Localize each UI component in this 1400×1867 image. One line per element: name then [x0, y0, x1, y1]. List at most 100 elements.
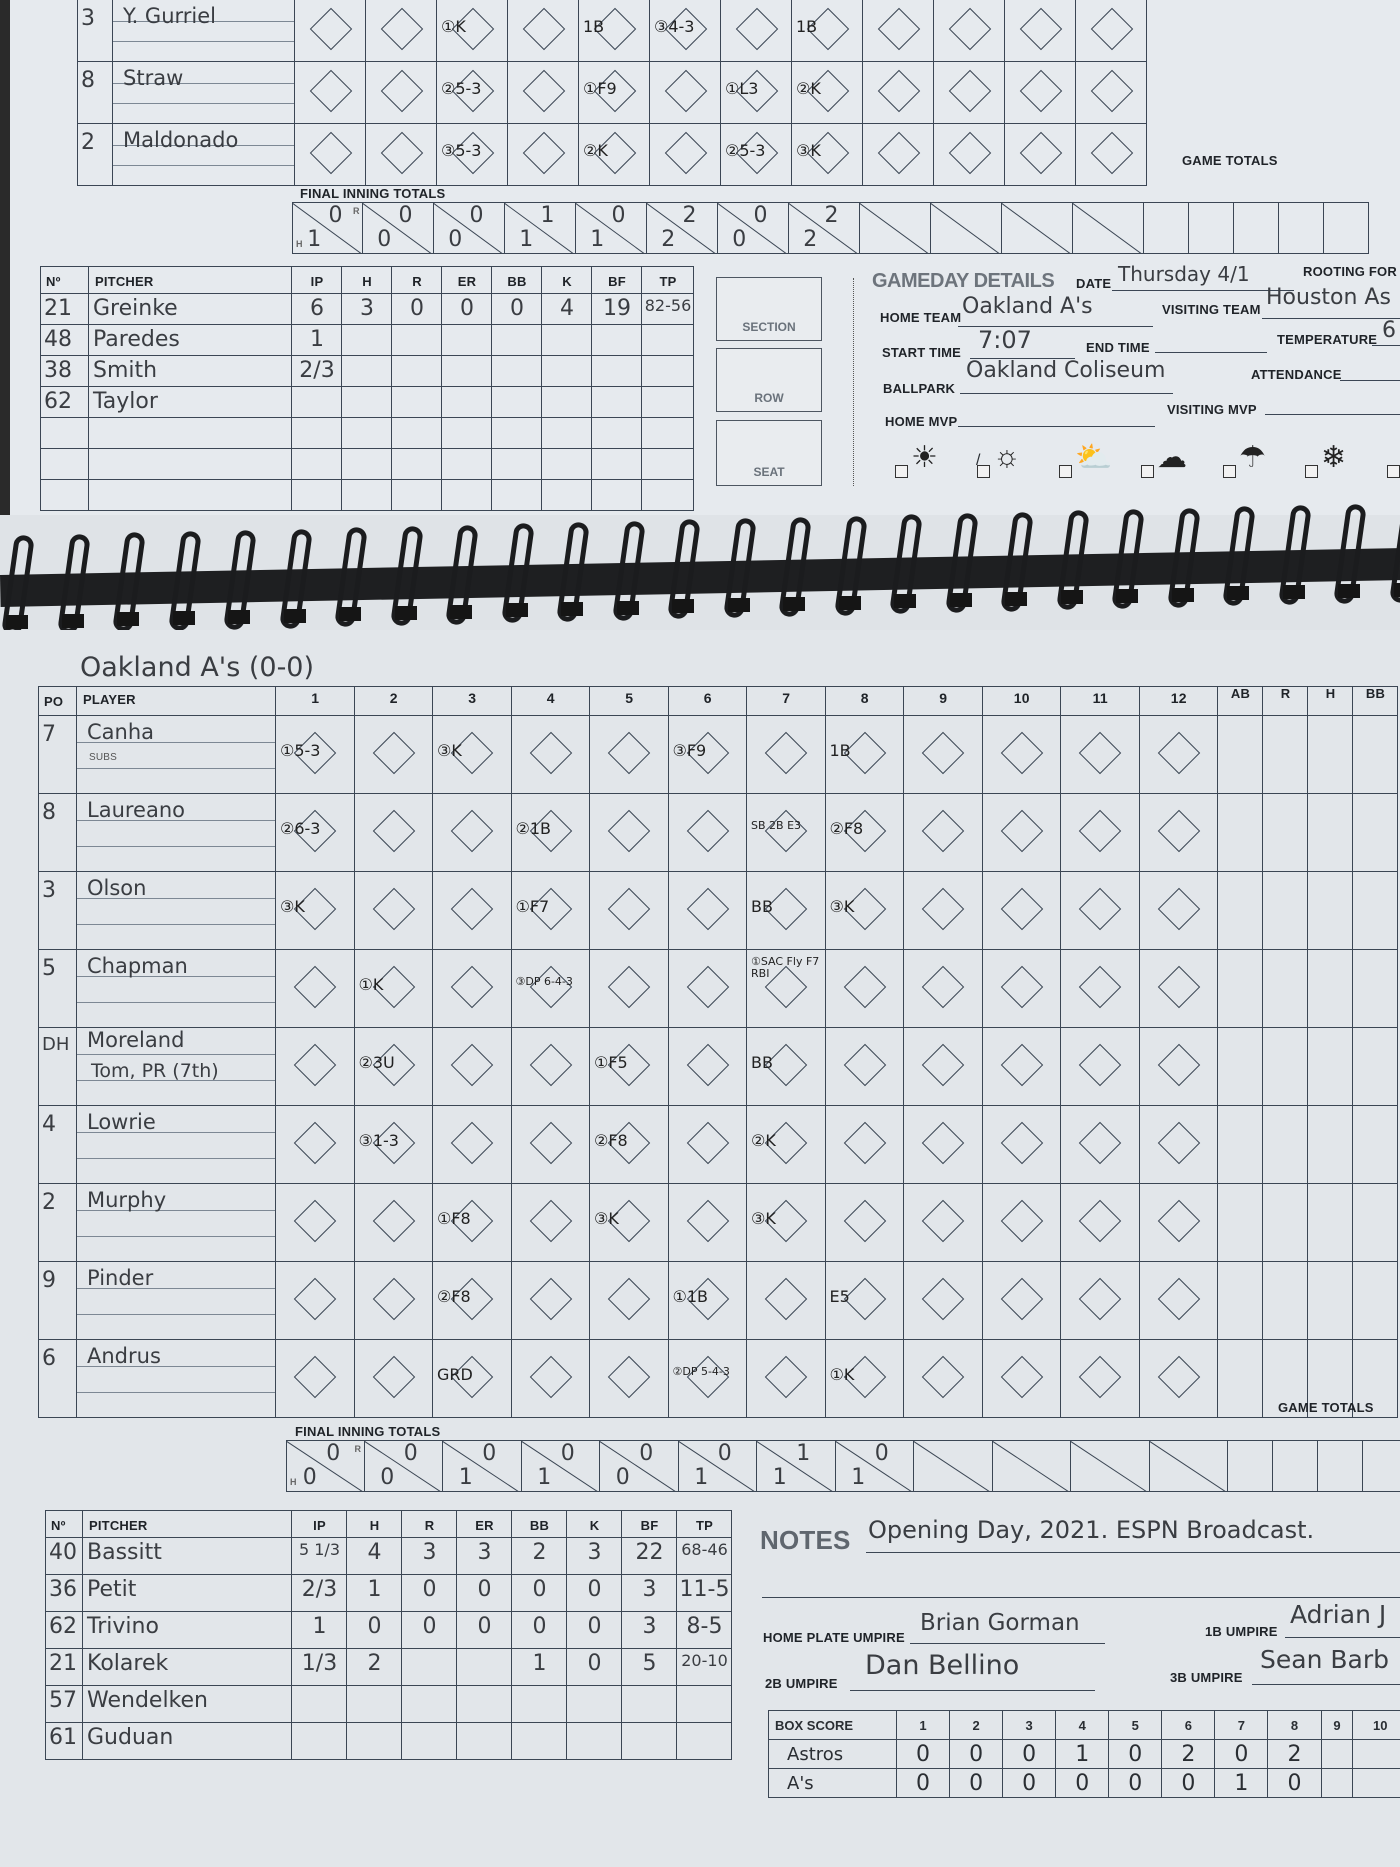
at-bat-cell[interactable] [354, 1184, 433, 1262]
at-bat-cell[interactable] [863, 62, 934, 124]
at-bat-cell[interactable] [1139, 872, 1218, 950]
at-bat-cell[interactable] [1061, 1106, 1140, 1184]
at-bat-cell[interactable]: ②F8 [590, 1106, 669, 1184]
at-bat-cell[interactable] [982, 716, 1061, 794]
at-bat-cell[interactable] [1005, 62, 1076, 124]
at-bat-cell[interactable]: ①K [354, 950, 433, 1028]
at-bat-cell[interactable] [1061, 872, 1140, 950]
at-bat-cell[interactable]: ②6-3 [276, 794, 355, 872]
at-bat-cell[interactable] [982, 1106, 1061, 1184]
at-bat-cell[interactable] [668, 1028, 747, 1106]
at-bat-cell[interactable]: ②5-3 [437, 62, 508, 124]
at-bat-cell[interactable] [863, 124, 934, 186]
at-bat-cell[interactable] [650, 62, 721, 124]
at-bat-cell[interactable]: ①SAC Fly F7 RBI [747, 950, 826, 1028]
at-bat-cell[interactable] [354, 1262, 433, 1340]
at-bat-cell[interactable] [747, 1340, 826, 1418]
at-bat-cell[interactable] [511, 1028, 590, 1106]
at-bat-cell[interactable] [1061, 716, 1140, 794]
at-bat-cell[interactable]: SB 2B E3 [747, 794, 826, 872]
at-bat-cell[interactable] [668, 950, 747, 1028]
at-bat-cell[interactable] [590, 716, 669, 794]
at-bat-cell[interactable]: ③K [792, 124, 863, 186]
at-bat-cell[interactable]: ②5-3 [721, 124, 792, 186]
at-bat-cell[interactable] [1139, 1106, 1218, 1184]
weather-checkbox[interactable] [1223, 465, 1236, 478]
at-bat-cell[interactable] [354, 1340, 433, 1418]
at-bat-cell[interactable]: BB [747, 872, 826, 950]
at-bat-cell[interactable] [354, 794, 433, 872]
at-bat-cell[interactable] [1139, 1184, 1218, 1262]
at-bat-cell[interactable] [982, 1262, 1061, 1340]
at-bat-cell[interactable]: GRD [433, 1340, 512, 1418]
at-bat-cell[interactable]: ①F5 [590, 1028, 669, 1106]
at-bat-cell[interactable] [1076, 62, 1147, 124]
at-bat-cell[interactable] [276, 1262, 355, 1340]
at-bat-cell[interactable] [1139, 1340, 1218, 1418]
at-bat-cell[interactable]: ①F9 [579, 62, 650, 124]
at-bat-cell[interactable] [982, 1028, 1061, 1106]
weather-checkbox[interactable] [895, 465, 908, 478]
at-bat-cell[interactable] [1076, 124, 1147, 186]
at-bat-cell[interactable] [1061, 1028, 1140, 1106]
at-bat-cell[interactable] [668, 794, 747, 872]
at-bat-cell[interactable] [904, 1106, 983, 1184]
at-bat-cell[interactable]: ②K [579, 124, 650, 186]
at-bat-cell[interactable]: ③K [825, 872, 904, 950]
at-bat-cell[interactable]: ①F8 [433, 1184, 512, 1262]
at-bat-cell[interactable] [276, 1106, 355, 1184]
at-bat-cell[interactable] [433, 1106, 512, 1184]
at-bat-cell[interactable] [508, 62, 579, 124]
at-bat-cell[interactable] [934, 124, 1005, 186]
at-bat-cell[interactable] [934, 0, 1005, 62]
at-bat-cell[interactable] [982, 872, 1061, 950]
at-bat-cell[interactable] [747, 1262, 826, 1340]
weather-checkbox[interactable] [1141, 465, 1154, 478]
at-bat-cell[interactable] [276, 1184, 355, 1262]
at-bat-cell[interactable] [511, 1340, 590, 1418]
at-bat-cell[interactable]: ③K [590, 1184, 669, 1262]
at-bat-cell[interactable]: ③K [747, 1184, 826, 1262]
at-bat-cell[interactable] [508, 124, 579, 186]
at-bat-cell[interactable]: ①L3 [721, 62, 792, 124]
at-bat-cell[interactable] [433, 1028, 512, 1106]
at-bat-cell[interactable] [904, 716, 983, 794]
at-bat-cell[interactable] [295, 62, 366, 124]
at-bat-cell[interactable] [982, 950, 1061, 1028]
at-bat-cell[interactable] [1139, 950, 1218, 1028]
at-bat-cell[interactable] [1139, 1028, 1218, 1106]
at-bat-cell[interactable] [904, 950, 983, 1028]
at-bat-cell[interactable] [825, 1106, 904, 1184]
weather-checkbox[interactable] [1305, 465, 1318, 478]
at-bat-cell[interactable] [1061, 1184, 1140, 1262]
at-bat-cell[interactable] [1061, 1262, 1140, 1340]
at-bat-cell[interactable] [668, 1184, 747, 1262]
at-bat-cell[interactable] [276, 1028, 355, 1106]
at-bat-cell[interactable] [1005, 124, 1076, 186]
at-bat-cell[interactable] [747, 716, 826, 794]
at-bat-cell[interactable] [433, 872, 512, 950]
at-bat-cell[interactable] [904, 1340, 983, 1418]
at-bat-cell[interactable] [825, 1184, 904, 1262]
at-bat-cell[interactable]: ③DP 6-4-3 [511, 950, 590, 1028]
at-bat-cell[interactable]: 1B [825, 716, 904, 794]
at-bat-cell[interactable]: ②K [747, 1106, 826, 1184]
at-bat-cell[interactable]: ①F7 [511, 872, 590, 950]
at-bat-cell[interactable] [1139, 1262, 1218, 1340]
at-bat-cell[interactable] [366, 124, 437, 186]
at-bat-cell[interactable] [295, 0, 366, 62]
at-bat-cell[interactable] [825, 950, 904, 1028]
at-bat-cell[interactable] [721, 0, 792, 62]
at-bat-cell[interactable] [276, 950, 355, 1028]
at-bat-cell[interactable] [366, 62, 437, 124]
at-bat-cell[interactable] [354, 872, 433, 950]
weather-checkbox[interactable]: / [976, 452, 990, 478]
at-bat-cell[interactable] [511, 716, 590, 794]
at-bat-cell[interactable]: ②DP 5-4-3 [668, 1340, 747, 1418]
at-bat-cell[interactable]: ②F8 [433, 1262, 512, 1340]
at-bat-cell[interactable] [1139, 794, 1218, 872]
weather-checkbox[interactable] [1387, 465, 1400, 478]
at-bat-cell[interactable]: 1B [792, 0, 863, 62]
at-bat-cell[interactable]: ③K [433, 716, 512, 794]
at-bat-cell[interactable] [590, 794, 669, 872]
